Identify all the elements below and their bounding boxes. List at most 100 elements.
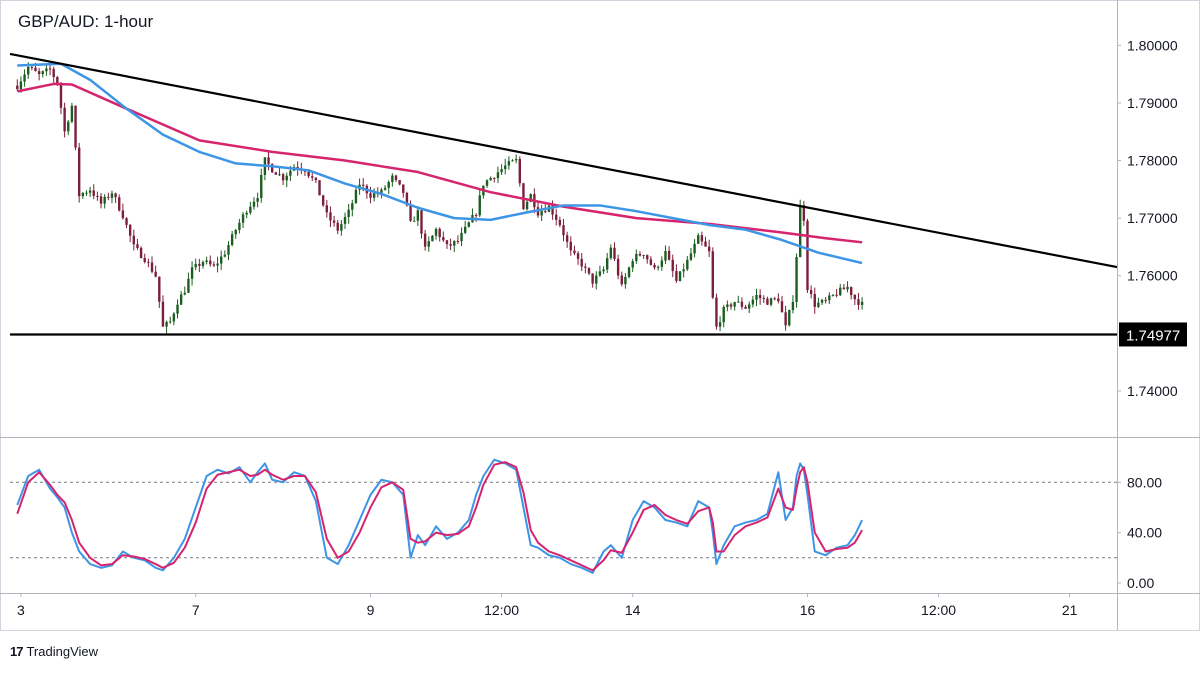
candle-body [176,304,179,314]
candle-body [729,304,733,307]
candle-body [318,180,321,196]
candle-body [616,258,620,276]
candle-body [394,175,398,180]
candle-body [627,267,631,277]
candle-body [107,196,110,198]
candle-body [831,294,835,296]
candle-body [595,275,598,284]
candle-body [172,313,176,322]
stoch-tick-label: 40.00 [1127,525,1162,541]
price-tick-label: 1.79000 [1127,95,1178,111]
candle-body [59,83,63,108]
candle-body [485,180,489,186]
candle-body [791,301,795,311]
candle-body [748,304,751,309]
stoch-tick-label: 0.00 [1127,575,1154,591]
candle-body [380,189,383,194]
candle-body [88,190,92,193]
candle-body [839,287,842,296]
candle-body [169,321,172,323]
candle-body [445,240,449,245]
candle-body [737,301,740,303]
candle-body [777,298,780,302]
candle-body [63,107,66,132]
candle-body [329,212,332,221]
candle-body [635,253,638,262]
candle-body [434,228,438,236]
candle-body [67,121,70,132]
candle-body [860,301,864,305]
candle-body [649,259,653,265]
candle-body [183,292,186,295]
brand-name: TradingView [26,644,99,659]
candle-body [707,246,711,252]
candle-body [427,241,430,247]
candle-body [489,177,492,181]
candle-body [522,183,525,210]
candle-body [529,194,532,202]
candle-body [285,175,288,181]
candle-body [733,302,736,307]
candle-body [751,299,755,305]
candle-body [216,263,219,266]
chart-title: GBP/AUD: 1-hour [18,12,154,31]
candle-body [642,255,645,257]
candle-body [715,297,718,327]
candle-body [92,190,95,196]
candle-body [525,201,529,210]
candle-body [584,266,587,268]
candle-body [718,322,722,327]
candle-body [493,177,496,179]
candle-body [387,181,390,188]
candle-body [773,298,776,300]
candle-body [558,219,562,226]
candle-body [667,250,671,260]
candle-body [238,222,241,231]
candle-body [56,77,59,84]
candle-body [802,205,806,221]
candle-body [198,263,201,266]
candle-body [678,271,682,281]
candle-body [605,258,609,270]
candle-body [161,301,165,327]
candle-body [128,224,132,236]
candle-body [34,67,37,72]
candle-body [139,247,143,258]
candle-body [809,290,813,295]
candle-body [540,211,543,216]
candle-body [74,105,77,148]
candle-body [784,312,787,326]
price-axis-ticks: 1.80000 1.79000 1.78000 1.77000 1.76000 1.740… [1117,37,1178,399]
candle-body [806,220,809,291]
time-tick-label: 3 [17,602,25,618]
candle-body [281,174,285,181]
candle-body [507,161,511,166]
candle-body [143,257,146,262]
candle-body [420,210,423,234]
candle-body [613,247,616,259]
candle-body [620,275,623,285]
candle-body [220,256,223,264]
time-tick-label: 16 [800,602,816,618]
candle-body [154,271,157,277]
candle-body [562,225,565,236]
candle-body [795,257,798,302]
ma-fast-line [17,62,863,265]
candle-body [30,66,34,68]
candle-body [256,198,259,202]
price-tick-label: 1.78000 [1127,153,1178,169]
candle-body [500,169,503,173]
candle-body [675,271,678,281]
candle-body [48,68,52,70]
candle-body [209,260,212,265]
candle-body [201,262,205,266]
candle-body [755,295,758,300]
candle-body [722,306,725,323]
candle-body [857,299,860,305]
candle-body [780,301,784,313]
candle-body [99,196,103,204]
candle-body [354,189,358,204]
candle-body [121,210,125,219]
candle-body [463,226,467,233]
